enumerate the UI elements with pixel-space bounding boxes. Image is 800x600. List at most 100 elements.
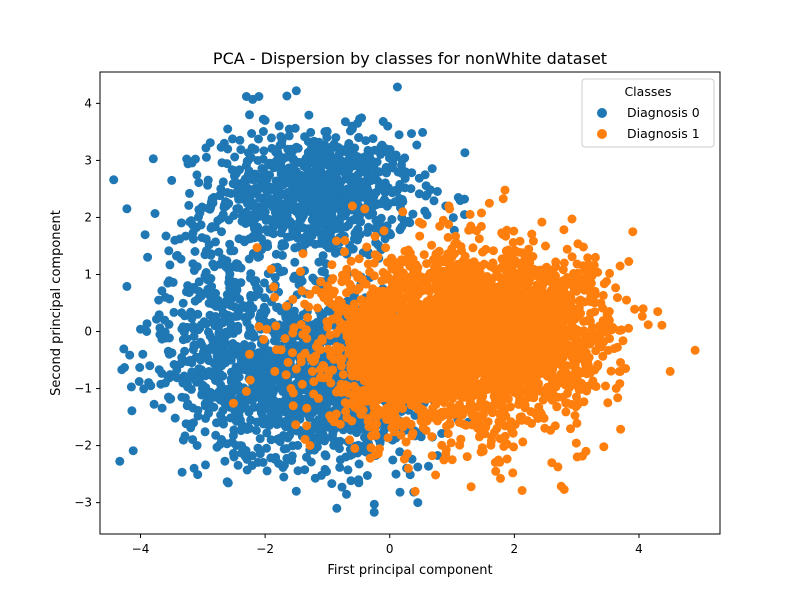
scatter-point: [291, 364, 301, 374]
scatter-point: [189, 332, 199, 341]
scatter-point: [508, 468, 518, 478]
scatter-point: [310, 139, 320, 149]
scatter-point: [476, 221, 486, 231]
scatter-point: [350, 151, 360, 161]
scatter-point: [460, 148, 470, 158]
scatter-point: [236, 145, 246, 155]
scatter-point: [287, 451, 297, 461]
scatter-point: [195, 208, 205, 218]
scatter-point: [332, 402, 342, 412]
scatter-point: [444, 219, 454, 229]
scatter-point: [419, 250, 429, 260]
scatter-point: [281, 301, 291, 311]
scatter-point: [254, 322, 264, 332]
scatter-point: [128, 446, 138, 456]
scatter-point: [119, 344, 129, 354]
scatter-point: [637, 311, 647, 321]
scatter-point: [253, 252, 263, 262]
scatter-point: [336, 177, 346, 187]
scatter-point: [228, 398, 238, 408]
scatter-point: [496, 473, 505, 483]
scatter-point: [262, 443, 271, 453]
scatter-point: [164, 333, 174, 343]
scatter-point: [421, 425, 431, 435]
scatter-point: [262, 240, 272, 250]
scatter-point: [299, 172, 308, 182]
scatter-point: [288, 388, 298, 398]
scatter-point: [160, 378, 170, 388]
scatter-point: [657, 320, 667, 330]
scatter-point: [354, 133, 364, 143]
scatter-point: [362, 182, 372, 192]
scatter-point: [321, 233, 331, 243]
scatter-point: [221, 197, 231, 207]
scatter-point: [477, 208, 486, 218]
scatter-point: [296, 357, 306, 367]
scatter-point: [360, 166, 370, 176]
scatter-point: [613, 393, 623, 403]
scatter-point: [247, 129, 257, 138]
scatter-point: [415, 231, 425, 241]
scatter-point: [222, 188, 232, 197]
scatter-point: [182, 401, 192, 411]
scatter-point: [354, 475, 364, 485]
scatter-point: [187, 367, 197, 377]
scatter-point: [216, 184, 226, 194]
scatter-point: [321, 451, 331, 461]
scatter-point: [145, 361, 155, 371]
scatter-point: [264, 405, 274, 415]
scatter-point: [250, 224, 259, 234]
scatter-point: [254, 134, 263, 144]
scatter-point: [220, 456, 230, 466]
scatter-point: [567, 214, 577, 224]
scatter-point: [369, 499, 379, 509]
scatter-point: [518, 437, 528, 447]
scatter-point: [200, 427, 210, 437]
scatter-point: [413, 498, 423, 508]
scatter-point: [361, 136, 371, 146]
scatter-point: [248, 231, 258, 241]
scatter-point: [264, 183, 274, 193]
scatter-point: [188, 322, 198, 332]
scatter-point: [501, 231, 511, 241]
scatter-point: [599, 442, 609, 452]
scatter-point: [443, 232, 453, 242]
scatter-point: [182, 334, 192, 344]
scatter-point: [269, 282, 279, 292]
scatter-point: [368, 134, 378, 144]
scatter-point: [122, 204, 132, 214]
scatter-point: [181, 231, 191, 241]
scatter-point: [178, 322, 188, 332]
scatter-point: [208, 198, 218, 208]
scatter-point: [236, 362, 246, 372]
scatter-point: [217, 227, 226, 237]
chart-title: PCA - Dispersion by classes for nonWhite…: [213, 49, 607, 68]
scatter-point: [196, 320, 206, 330]
scatter-point: [606, 366, 616, 376]
scatter-point: [138, 349, 148, 359]
scatter-point: [324, 306, 333, 316]
scatter-point: [190, 154, 200, 164]
scatter-point: [335, 306, 345, 316]
scatter-point: [185, 355, 195, 365]
scatter-point: [302, 452, 311, 462]
scatter-point: [355, 230, 365, 240]
scatter-point: [308, 224, 318, 234]
scatter-point: [643, 320, 653, 330]
scatter-point: [85, 412, 94, 421]
scatter-point: [598, 351, 608, 361]
scatter-point: [183, 382, 193, 392]
scatter-point: [222, 477, 232, 487]
scatter-point: [218, 177, 228, 187]
scatter-point: [340, 247, 349, 257]
scatter-point: [253, 443, 263, 453]
scatter-point: [340, 146, 349, 156]
scatter-point: [281, 370, 291, 380]
scatter-point: [267, 383, 277, 393]
scatter-point: [282, 91, 292, 101]
scatter-point: [342, 188, 352, 198]
scatter-point: [252, 360, 262, 370]
scatter-point: [240, 237, 249, 247]
scatter-point: [570, 411, 580, 420]
scatter-point: [392, 186, 402, 196]
